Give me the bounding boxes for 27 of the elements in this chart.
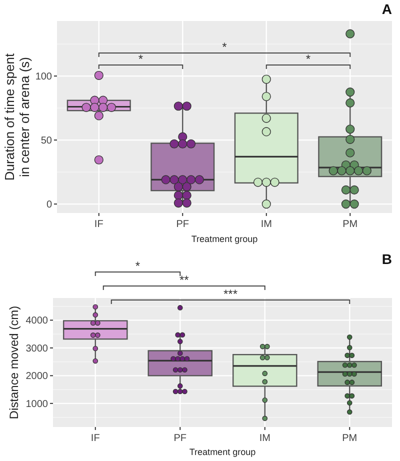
annotation: * bbox=[222, 40, 228, 54]
text: * bbox=[135, 259, 140, 273]
y-tick-label: 1000 bbox=[26, 398, 48, 410]
x-tick-label: PF bbox=[174, 433, 187, 444]
y-tick-label: 100 bbox=[35, 72, 52, 83]
y-tick-label: 0 bbox=[46, 200, 52, 211]
chart-title: A bbox=[382, 1, 392, 17]
y-tick-label: 2000 bbox=[26, 371, 48, 382]
y-axis-title: Distance moved (cm) bbox=[7, 306, 21, 420]
x-tick-label: PM bbox=[342, 433, 358, 444]
text: ** bbox=[179, 273, 190, 287]
x-tick-label: PM bbox=[342, 219, 358, 230]
x-tick-label: IM bbox=[260, 219, 272, 230]
x-tick-label: IF bbox=[90, 433, 100, 444]
x-axis-title: Treatment group bbox=[191, 234, 258, 244]
y-tick-label: 4000 bbox=[26, 316, 48, 327]
x-tick-label: IF bbox=[94, 219, 104, 230]
y-tick-label: 50 bbox=[40, 136, 52, 147]
annotation: *** bbox=[223, 287, 238, 301]
annotation: * bbox=[306, 52, 311, 66]
y-tick-label: 3000 bbox=[26, 343, 48, 354]
x-tick-label: PF bbox=[176, 219, 190, 230]
y-axis-title: Duration of time spent in center of arena (s) bbox=[2, 53, 32, 181]
x-tick-label: IM bbox=[259, 433, 270, 444]
chart-title: B bbox=[382, 251, 392, 267]
annotation: * bbox=[138, 52, 144, 66]
x-axis-title: Treatment group bbox=[189, 447, 256, 457]
